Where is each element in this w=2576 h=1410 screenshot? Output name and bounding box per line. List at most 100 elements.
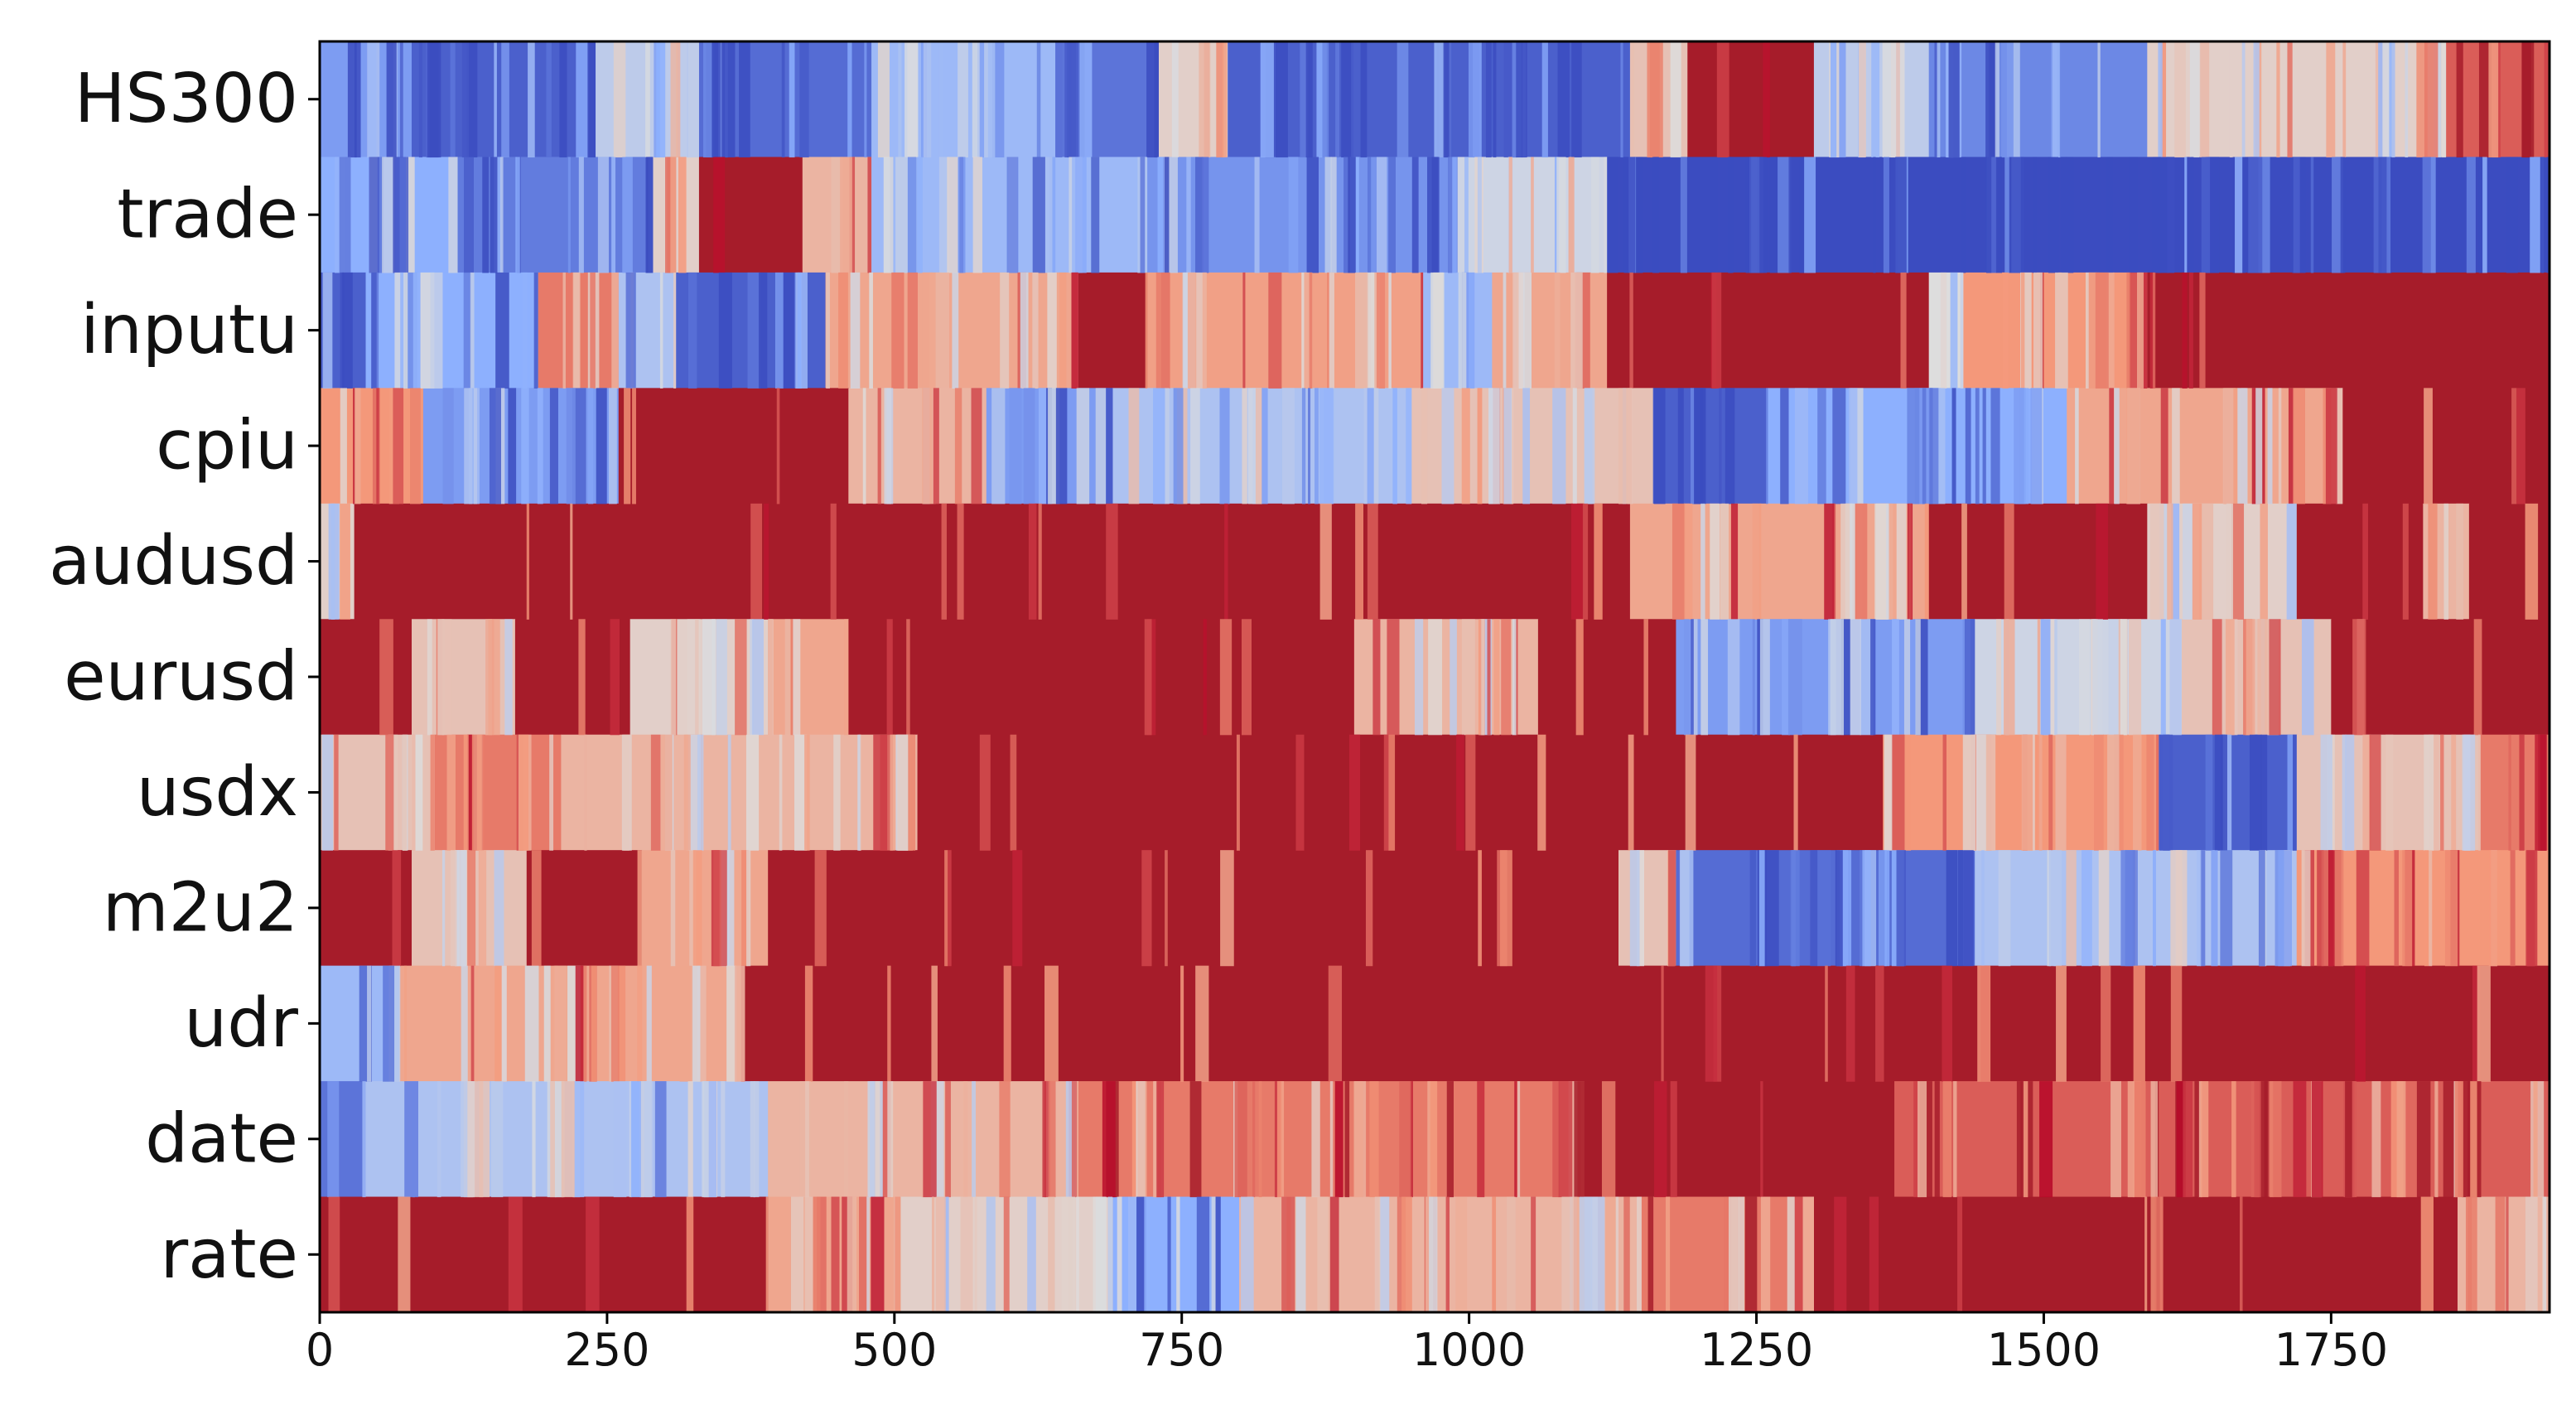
texture-stripe	[1850, 504, 1855, 620]
texture-stripe	[961, 1197, 973, 1313]
texture-stripe	[1430, 1081, 1437, 1197]
texture-stripe	[1671, 41, 1681, 157]
texture-stripe	[1478, 850, 1482, 966]
texture-stripe	[430, 41, 441, 157]
texture-stripe	[2144, 1197, 2147, 1313]
texture-stripe	[494, 850, 504, 966]
texture-stripe	[2403, 504, 2409, 620]
texture-stripe	[1996, 157, 2002, 273]
texture-stripe	[826, 273, 830, 389]
texture-stripe	[782, 41, 785, 157]
texture-stripe	[1948, 41, 1959, 157]
texture-stripe	[1700, 504, 1705, 620]
texture-stripe	[1096, 388, 1106, 504]
texture-stripe	[2211, 850, 2217, 966]
texture-stripe	[975, 1197, 977, 1313]
texture-stripe	[2405, 41, 2408, 157]
texture-stripe	[1629, 273, 1633, 389]
texture-stripe	[908, 273, 918, 389]
texture-stripe	[2197, 850, 2201, 966]
texture-stripe	[671, 619, 676, 735]
texture-stripe	[1033, 157, 1045, 273]
texture-stripe	[1875, 966, 1884, 1082]
texture-stripe	[1869, 1197, 1879, 1313]
texture-stripe	[2062, 157, 2067, 273]
texture-stripe	[728, 735, 731, 851]
texture-stripe	[2049, 850, 2062, 966]
texture-stripe	[785, 619, 790, 735]
texture-stripe	[1729, 157, 1733, 273]
texture-stripe	[1514, 1081, 1517, 1197]
texture-stripe	[2231, 504, 2244, 620]
texture-stripe	[1556, 157, 1565, 273]
texture-stripe	[2335, 850, 2344, 966]
texture-stripe	[688, 41, 699, 157]
texture-stripe	[1256, 388, 1261, 504]
texture-stripe	[2039, 735, 2043, 851]
texture-stripe	[2431, 157, 2436, 273]
texture-stripe	[1188, 273, 1196, 389]
texture-stripe	[1542, 41, 1548, 157]
texture-stripe	[2466, 1197, 2472, 1313]
texture-stripe	[1204, 619, 1207, 735]
texture-stripe	[614, 41, 625, 157]
texture-stripe	[1918, 1081, 1927, 1197]
texture-stripe	[958, 504, 964, 620]
texture-stripe	[1011, 735, 1017, 851]
texture-stripe	[1900, 273, 1906, 389]
texture-stripe	[579, 157, 584, 273]
texture-stripe	[1335, 1081, 1343, 1197]
texture-stripe	[1351, 41, 1353, 157]
texture-stripe	[1493, 619, 1499, 735]
texture-stripe	[906, 619, 909, 735]
texture-stripe	[1432, 157, 1440, 273]
texture-stripe	[963, 1081, 967, 1197]
heatmap-cell-cpiu-7	[1653, 388, 1768, 504]
texture-stripe	[2183, 504, 2193, 620]
texture-stripe	[1377, 273, 1385, 389]
texture-stripe	[750, 504, 762, 620]
texture-stripe	[1310, 273, 1313, 389]
texture-stripe	[355, 388, 360, 504]
texture-stripe	[2133, 1081, 2145, 1197]
texture-stripe	[419, 41, 422, 157]
texture-stripe	[972, 1081, 976, 1197]
texture-stripe	[1618, 388, 1632, 504]
texture-stripe	[764, 504, 769, 620]
texture-stripe	[2543, 1197, 2547, 1313]
texture-stripe	[1922, 388, 1927, 504]
texture-stripe	[1884, 850, 1889, 966]
texture-stripe	[2489, 850, 2497, 966]
texture-stripe	[562, 1081, 575, 1197]
heatmap-cell-eurusd-5	[848, 619, 1354, 735]
texture-stripe	[2056, 966, 2067, 1082]
texture-stripe	[719, 273, 732, 389]
texture-stripe	[1661, 966, 1663, 1082]
texture-stripe	[1429, 1197, 1437, 1313]
texture-stripe	[1573, 388, 1577, 504]
texture-stripe	[2482, 157, 2487, 273]
texture-stripe	[1990, 41, 1995, 157]
texture-stripe	[1322, 41, 1329, 157]
texture-stripe	[1831, 41, 1836, 157]
texture-stripe	[403, 735, 408, 851]
texture-stripe	[1671, 1081, 1677, 1197]
texture-stripe	[1804, 157, 1816, 273]
texture-stripe	[2456, 504, 2463, 620]
texture-stripe	[609, 388, 617, 504]
y-tick-label: eurusd	[64, 638, 298, 717]
texture-stripe	[1908, 504, 1912, 620]
texture-stripe	[1780, 388, 1788, 504]
texture-stripe	[567, 388, 576, 504]
texture-stripe	[898, 41, 901, 157]
texture-stripe	[932, 1197, 934, 1313]
texture-stripe	[395, 157, 408, 273]
texture-stripe	[544, 966, 551, 1082]
texture-stripe	[1434, 41, 1443, 157]
texture-stripe	[367, 966, 371, 1082]
texture-stripe	[1739, 1197, 1744, 1313]
texture-stripe	[475, 1081, 484, 1197]
texture-stripe	[2038, 619, 2040, 735]
texture-stripe	[2278, 850, 2292, 966]
texture-stripe	[2110, 1081, 2121, 1197]
